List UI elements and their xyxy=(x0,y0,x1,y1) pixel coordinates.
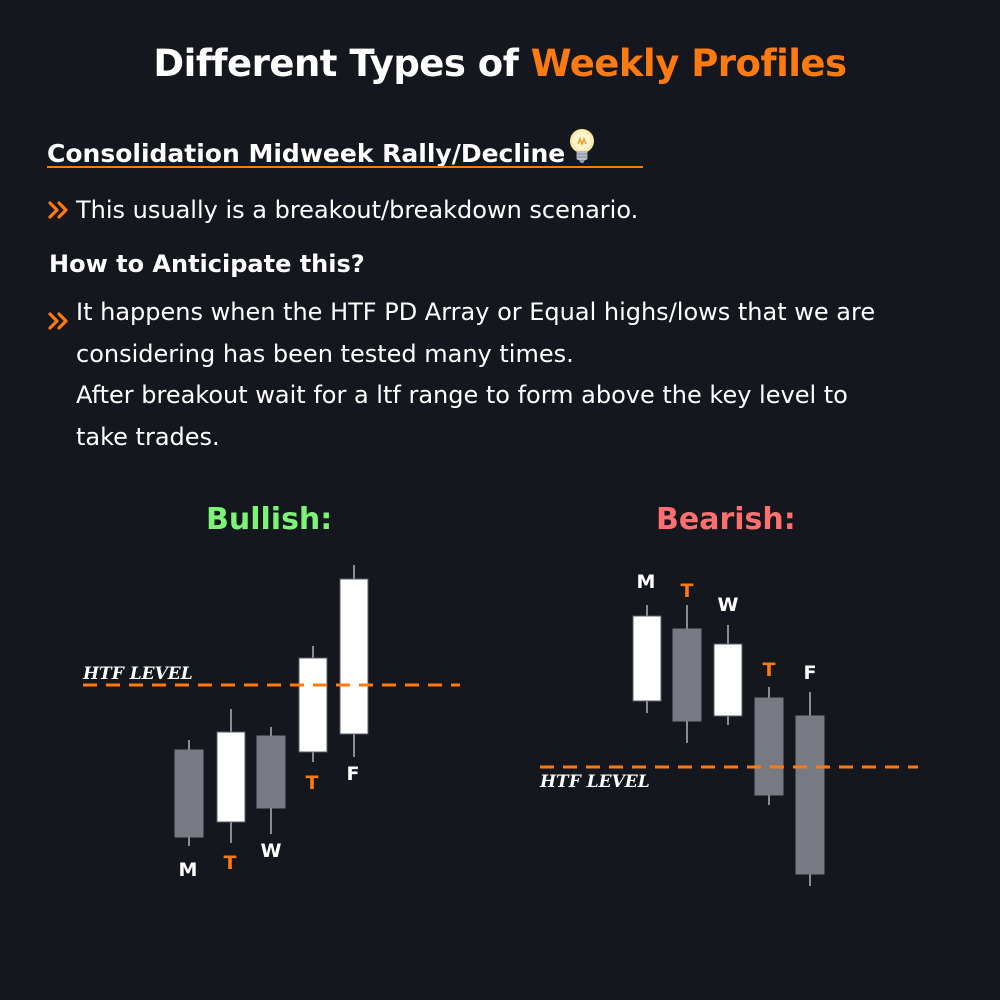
bearish-htf-level-label: HTF LEVEL xyxy=(539,772,650,792)
candle-body-down xyxy=(754,697,784,796)
bullet-2-line-2: considering has been tested many times. xyxy=(76,339,574,368)
candle-body-down xyxy=(174,749,204,838)
bullet-2-line-4: take trades. xyxy=(76,422,220,451)
bullet-1-text: This usually is a breakout/breakdown sce… xyxy=(76,196,639,224)
candle-day-label: T xyxy=(763,659,776,681)
candle-day-label: F xyxy=(804,662,817,684)
candle-day-label: M xyxy=(179,859,198,881)
candle-body-up xyxy=(713,643,743,717)
double-chevron-right-icon xyxy=(47,192,71,219)
bullet-2-line: It happens when the HTF PD Array or Equa… xyxy=(48,292,876,334)
candle-body-down xyxy=(795,715,825,875)
candle-day-label: T xyxy=(306,772,319,794)
candle-body-down xyxy=(672,628,702,722)
candle-day-label: F xyxy=(347,763,360,785)
subtitle-underline xyxy=(47,166,643,168)
bullet-2-line-3: After breakout wait for a ltf range to f… xyxy=(76,381,848,409)
section-subtitle: Consolidation Midweek Rally/Decline xyxy=(47,126,597,172)
bullish-diagram: HTF LEVEL M T W T F xyxy=(82,565,460,881)
bullet-point-2: It happens when the HTF PD Array or Equa… xyxy=(48,292,876,458)
page-title: Different Types of Weekly Profiles xyxy=(0,42,1000,85)
bearish-diagram: HTF LEVEL M T W T F xyxy=(539,571,918,886)
candle-day-label: T xyxy=(224,852,237,874)
lightbulb-icon xyxy=(567,126,597,172)
double-chevron-right-icon xyxy=(47,303,71,330)
bullet-point-1: This usually is a breakout/breakdown sce… xyxy=(47,190,638,231)
candle-body-down xyxy=(256,735,286,809)
title-accent: Weekly Profiles xyxy=(530,42,847,85)
bullet-2-line-1: It happens when the HTF PD Array or Equa… xyxy=(76,298,876,326)
candle-day-label: W xyxy=(718,594,739,616)
candle-day-label: W xyxy=(261,840,282,862)
candle-body-up xyxy=(632,615,662,702)
candle-body-up xyxy=(216,731,246,823)
candle-day-label: T xyxy=(681,580,694,602)
bullish-htf-level-label: HTF LEVEL xyxy=(82,664,193,684)
subtitle-text: Consolidation Midweek Rally/Decline xyxy=(47,139,566,168)
candle-body-up xyxy=(339,578,369,735)
how-to-heading: How to Anticipate this? xyxy=(49,250,365,278)
candle-day-label: M xyxy=(637,571,656,593)
bullish-label: Bullish: xyxy=(206,502,333,537)
candle-body-up xyxy=(298,657,328,753)
title-prefix: Different Types of xyxy=(153,42,531,85)
bearish-label: Bearish: xyxy=(656,502,796,537)
